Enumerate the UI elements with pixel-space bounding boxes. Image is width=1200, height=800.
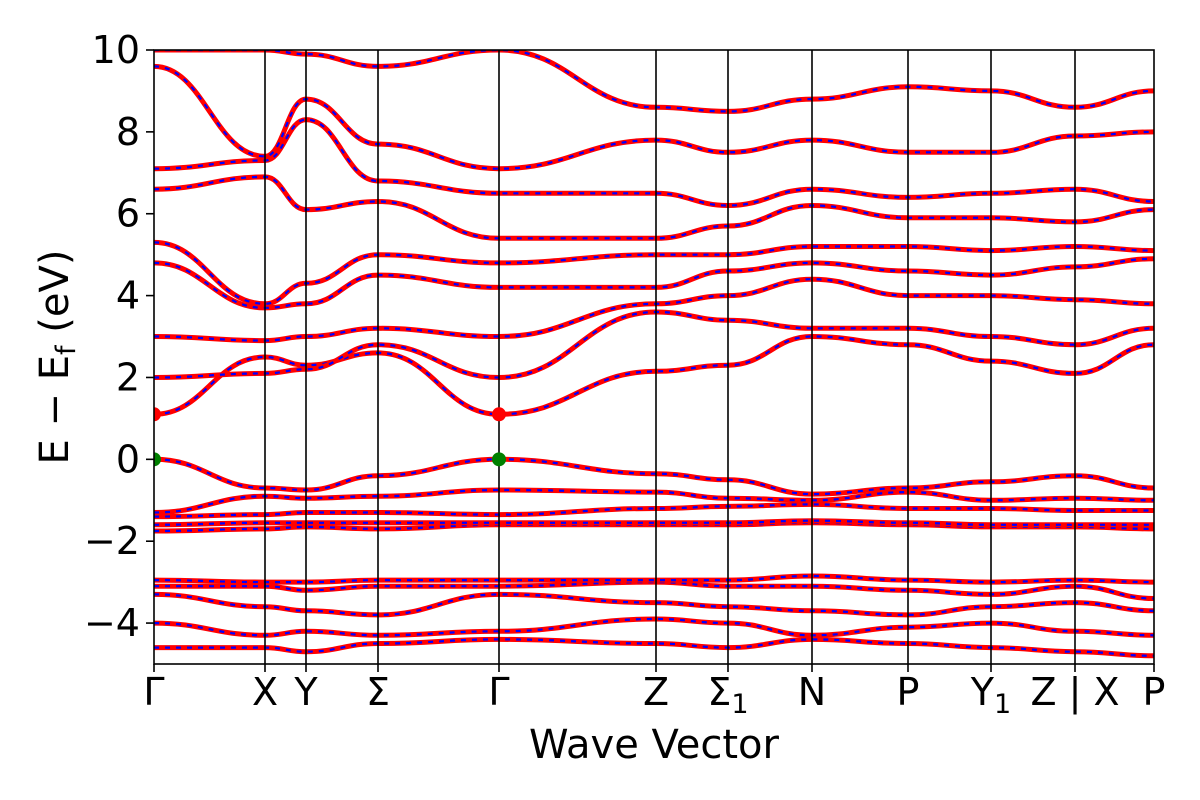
- band-line-blue: [154, 335, 1154, 416]
- y-axis-title: E − Ef (eV): [32, 250, 82, 465]
- x-tick-label: Z | X: [1030, 670, 1119, 715]
- bands-layer: [154, 50, 1154, 659]
- x-tick-label: Y: [293, 670, 318, 714]
- y-tick-label: 10: [92, 28, 140, 72]
- x-tick-label: Γ: [143, 670, 164, 714]
- band-10: [154, 456, 1154, 497]
- extremum-markers: [154, 407, 506, 467]
- y-tick-label: 4: [116, 274, 140, 318]
- y-tick-label: 8: [116, 110, 140, 154]
- y-tick-label: 6: [116, 192, 140, 236]
- x-tick-label: P: [1143, 670, 1166, 714]
- band-line-red: [154, 309, 1154, 381]
- band-line-blue: [154, 175, 1154, 240]
- x-tick-label: P: [897, 670, 920, 714]
- band-edge-marker: [492, 452, 506, 467]
- band-edge-marker: [492, 407, 506, 422]
- y-tick-label: 2: [116, 355, 140, 399]
- band-3: [154, 591, 1154, 618]
- band-17: [154, 117, 1154, 209]
- y-axis-title-sub: f: [51, 344, 82, 355]
- x-tick-label: X: [252, 670, 278, 714]
- band-line-red: [154, 117, 1154, 209]
- y-tick-label: 0: [116, 437, 140, 481]
- band-line-red: [154, 50, 1154, 114]
- kpoint-lines: [264, 50, 1076, 664]
- band-2: [154, 616, 1154, 638]
- band-line-red: [154, 616, 1154, 638]
- band-line-red: [154, 501, 1154, 520]
- band-line-blue: [154, 50, 1154, 113]
- band-line-red: [154, 456, 1154, 497]
- x-tick-label: Σ: [366, 670, 390, 714]
- band-line-blue: [154, 593, 1154, 617]
- x-axis-ticks: Γ X Y Σ Γ Z Σ1 N P Y1 Z | X P: [143, 664, 1165, 720]
- band-edge-marker: [154, 407, 161, 422]
- band-5: [154, 573, 1154, 585]
- y-axis-title-unit: (eV): [32, 250, 78, 346]
- band-7: [154, 518, 1154, 528]
- x-tick-label: Σ1: [707, 670, 748, 720]
- band-line-red: [154, 174, 1154, 241]
- band-12: [154, 309, 1154, 381]
- band-line-red: [154, 333, 1154, 417]
- band-16: [154, 174, 1154, 241]
- band-line-red: [154, 591, 1154, 618]
- y-tick-label: −4: [84, 601, 140, 645]
- plot-frame: [153, 49, 1155, 665]
- y-axis-ticks: −4 −2 0 2 4 6 8 10: [84, 28, 154, 645]
- x-tick-label: N: [798, 670, 826, 714]
- band-edge-marker: [154, 452, 161, 467]
- x-tick-label: Y1: [970, 670, 1011, 720]
- x-axis-title: Wave Vector: [529, 722, 780, 768]
- x-tick-label: Z: [643, 670, 669, 714]
- band-1: [154, 636, 1154, 659]
- y-tick-label: −2: [84, 519, 140, 563]
- band-8: [154, 501, 1154, 520]
- band-line-blue: [154, 580, 1154, 600]
- band-19: [154, 50, 1154, 114]
- x-tick-label: Γ: [488, 670, 509, 714]
- band-11: [154, 333, 1154, 417]
- y-axis-title-main: E − E: [32, 355, 78, 465]
